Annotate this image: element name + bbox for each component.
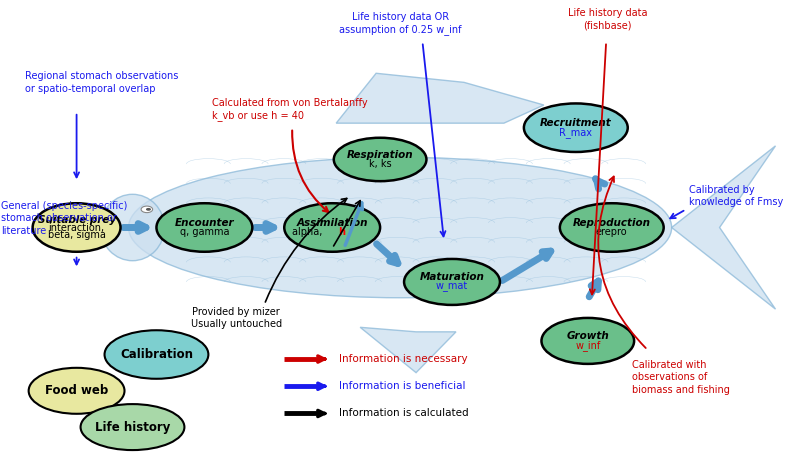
Text: Regional stomach observations
or spatio-temporal overlap: Regional stomach observations or spatio-… xyxy=(25,71,178,94)
Polygon shape xyxy=(336,73,544,123)
Ellipse shape xyxy=(541,318,634,364)
Polygon shape xyxy=(360,327,456,373)
Text: Life history data
(fishbase): Life history data (fishbase) xyxy=(568,8,647,30)
Ellipse shape xyxy=(128,157,671,298)
Text: Life history data OR
assumption of 0.25 w_inf: Life history data OR assumption of 0.25 … xyxy=(339,12,461,35)
Text: Information is calculated: Information is calculated xyxy=(339,409,468,419)
Ellipse shape xyxy=(28,368,124,414)
Ellipse shape xyxy=(100,194,165,261)
Ellipse shape xyxy=(284,203,380,252)
Text: Life history: Life history xyxy=(95,420,170,434)
Text: Information is necessary: Information is necessary xyxy=(339,354,467,364)
Text: Food web: Food web xyxy=(45,384,108,397)
Text: Provided by mizer
Usually untouched: Provided by mizer Usually untouched xyxy=(191,307,282,329)
Ellipse shape xyxy=(560,203,663,252)
Text: Growth: Growth xyxy=(566,331,609,341)
Ellipse shape xyxy=(157,203,252,252)
Text: Maturation: Maturation xyxy=(419,273,485,283)
Text: w_mat: w_mat xyxy=(436,281,468,292)
Ellipse shape xyxy=(334,138,427,181)
Text: k, ks: k, ks xyxy=(368,159,391,169)
Text: Calculated from von Bertalanffy
k_vb or use h = 40: Calculated from von Bertalanffy k_vb or … xyxy=(213,98,368,121)
Polygon shape xyxy=(671,146,776,309)
Text: w_inf: w_inf xyxy=(575,340,600,351)
Text: alpha,: alpha, xyxy=(292,228,326,238)
Circle shape xyxy=(141,206,153,212)
Text: h: h xyxy=(339,228,346,238)
Text: Calibrated with
observations of
biomass and fishing: Calibrated with observations of biomass … xyxy=(632,360,730,394)
Text: interaction,: interaction, xyxy=(48,222,105,233)
Text: R_max: R_max xyxy=(559,127,592,138)
Text: Reproduction: Reproduction xyxy=(573,217,650,228)
Text: Calibration: Calibration xyxy=(120,348,193,361)
Text: erepro: erepro xyxy=(596,228,628,238)
Text: q, gamma: q, gamma xyxy=(179,228,229,238)
Circle shape xyxy=(146,208,151,211)
Text: General (species-specific)
stomach observation or
literature: General (species-specific) stomach obser… xyxy=(1,201,127,236)
Ellipse shape xyxy=(104,330,208,379)
Ellipse shape xyxy=(404,259,500,305)
Text: Encounter: Encounter xyxy=(175,217,234,228)
Ellipse shape xyxy=(524,103,628,152)
Text: Suitable prey: Suitable prey xyxy=(37,215,116,225)
Ellipse shape xyxy=(32,203,120,252)
Ellipse shape xyxy=(81,404,184,450)
Text: Recruitment: Recruitment xyxy=(540,118,612,128)
Text: Assimilation: Assimilation xyxy=(297,217,368,228)
Text: Respiration: Respiration xyxy=(347,150,414,160)
Text: beta, sigma: beta, sigma xyxy=(48,230,106,240)
Text: Calibrated by
knowledge of Fmsy: Calibrated by knowledge of Fmsy xyxy=(689,185,784,207)
Text: Information is beneficial: Information is beneficial xyxy=(339,381,465,391)
